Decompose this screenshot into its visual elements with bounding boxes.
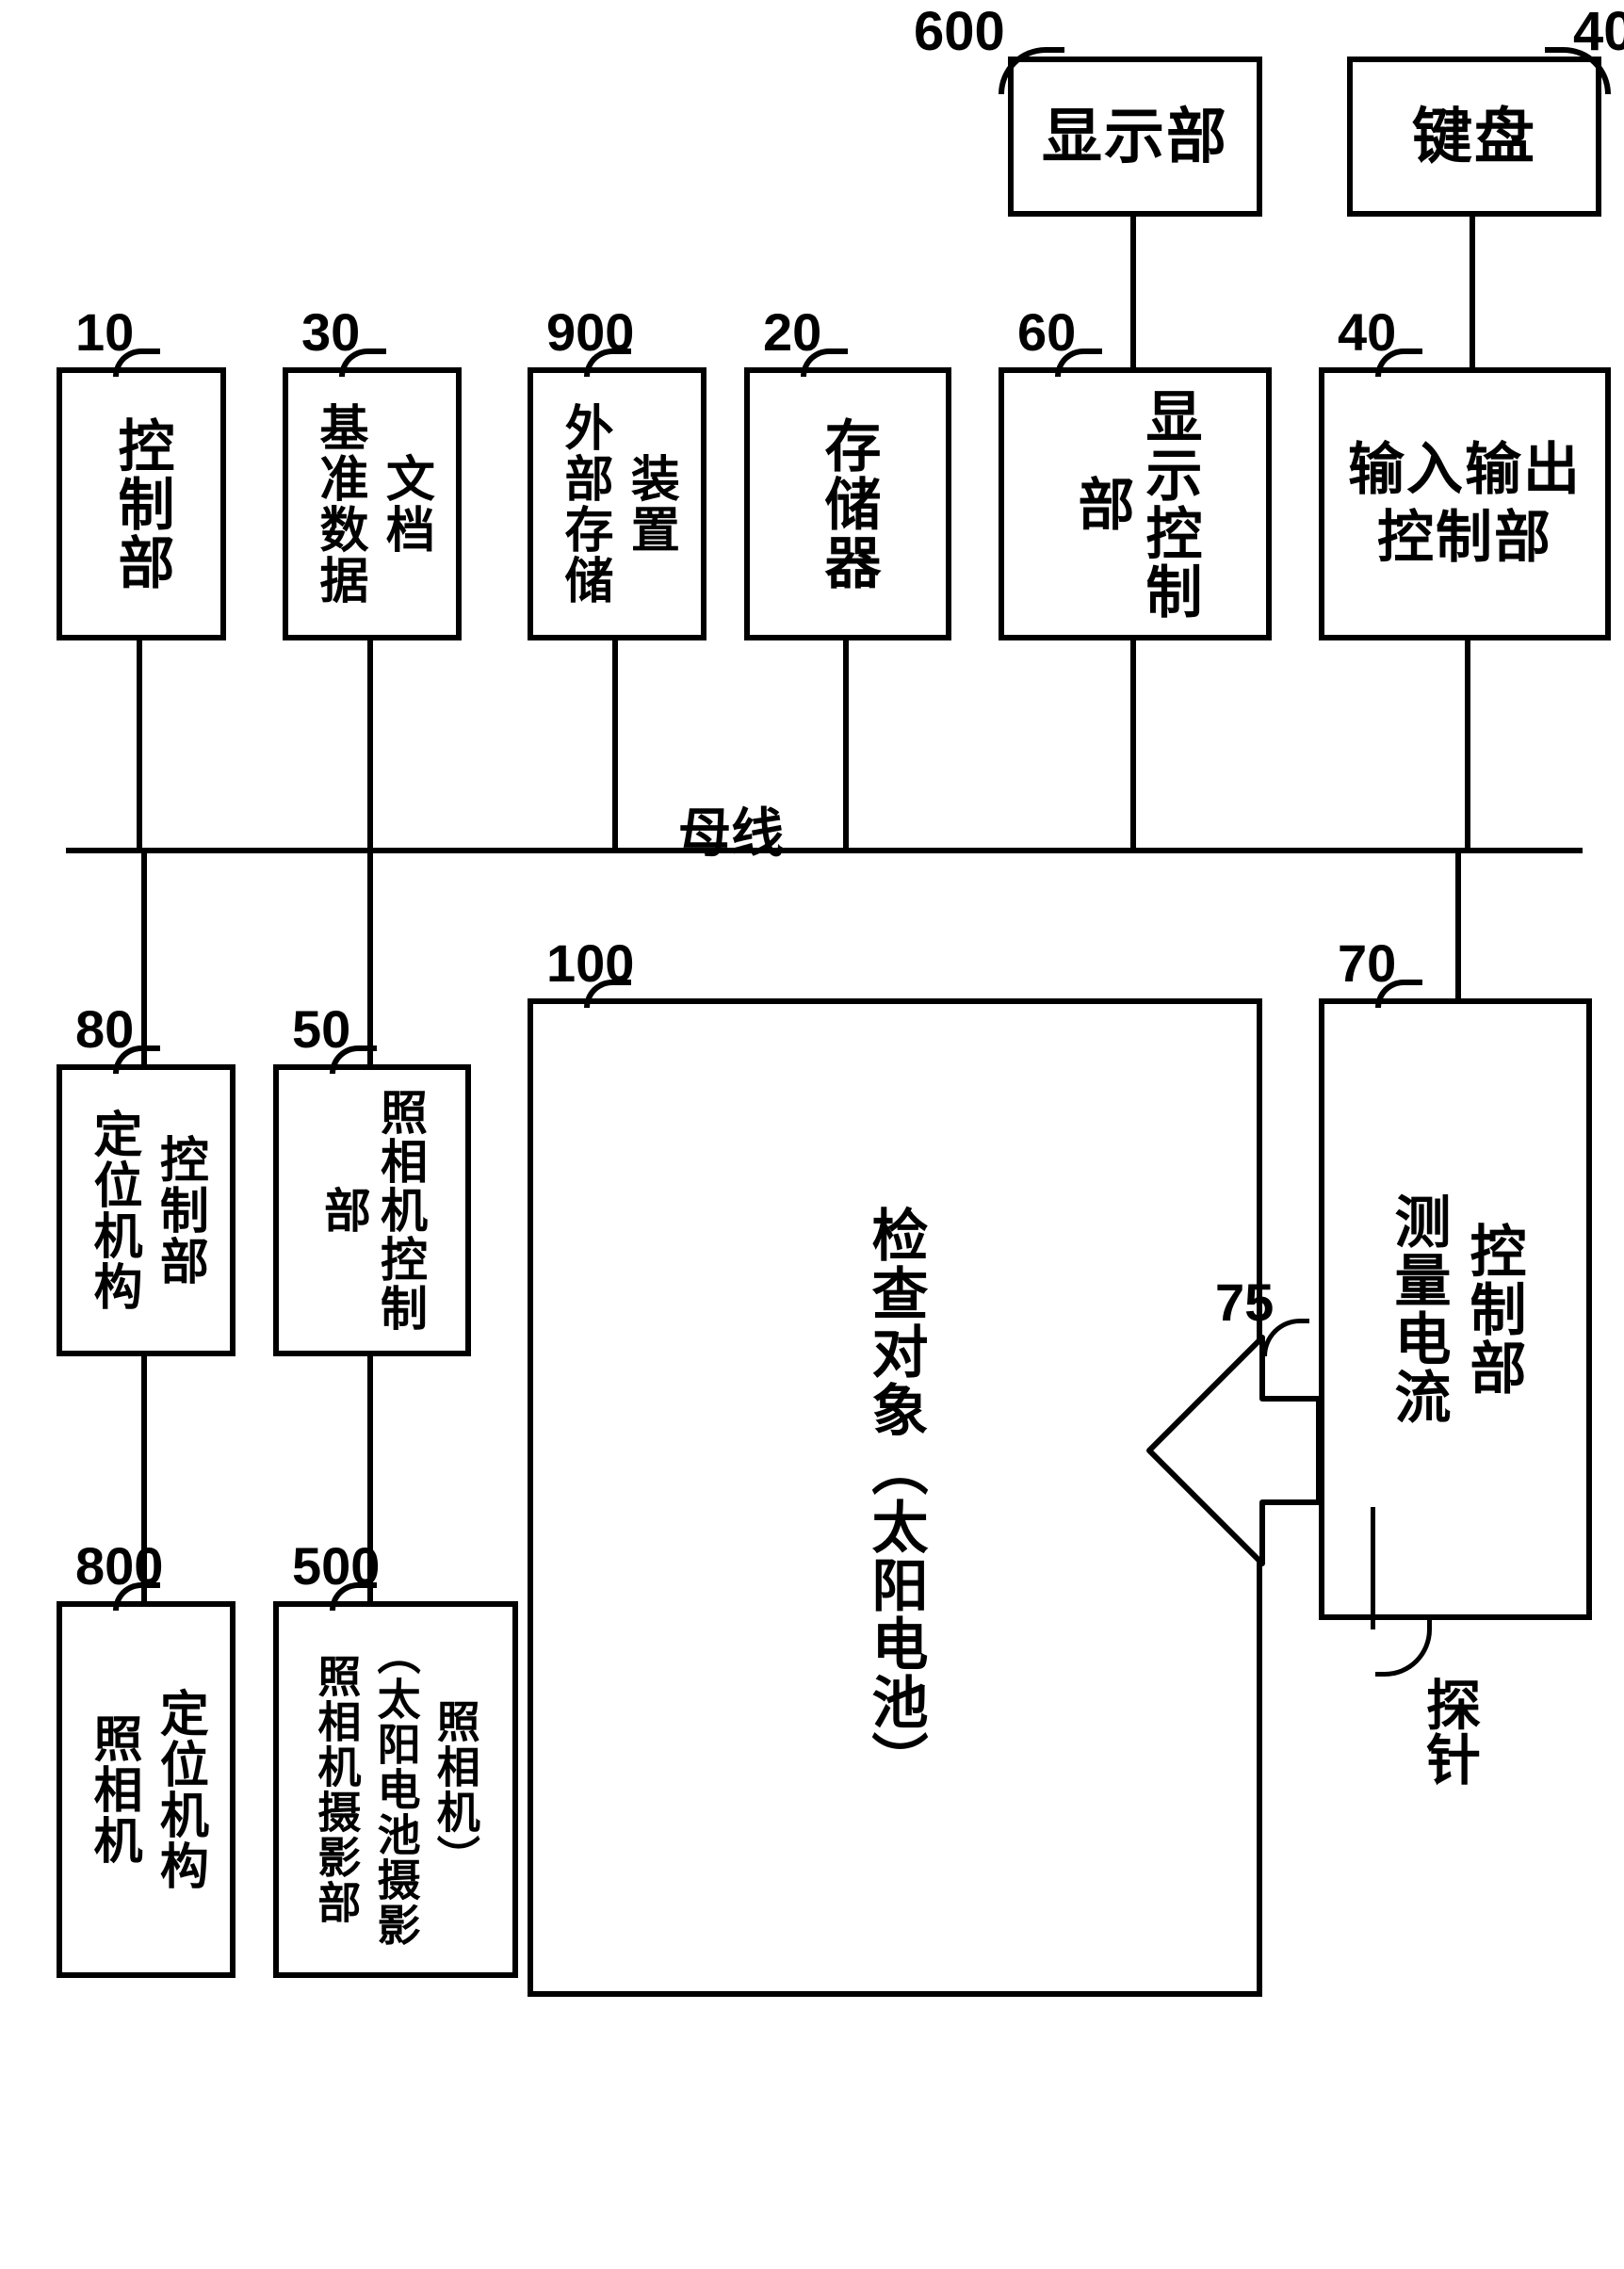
diagram-canvas: 键盘显示部输入输出控制部显示控制部存储器外部存储装置基准数据文档控制部定位机构控… xyxy=(0,0,1624,2269)
ref-num-75: 75 xyxy=(1215,1272,1274,1333)
bus-line xyxy=(66,848,1583,853)
bus-label: 母线 xyxy=(678,791,784,867)
controller-block: 控制部 xyxy=(57,367,226,640)
probe-arrow xyxy=(1130,1262,1507,1639)
camera_photo-block: 照相机摄影部（太阳电池摄影照相机） xyxy=(273,1601,518,1978)
probe-label: 探针 xyxy=(1408,1677,1487,1786)
camera_control-block: 照相机控制部 xyxy=(273,1064,471,1356)
display_control-block: 显示控制部 xyxy=(999,367,1272,640)
ref_file-block: 基准数据文档 xyxy=(283,367,462,640)
ext_storage-block: 外部存储装置 xyxy=(528,367,706,640)
io_control-block: 输入输出控制部 xyxy=(1319,367,1611,640)
pos_control-block: 定位机构控制部 xyxy=(57,1064,235,1356)
ref-num-600: 600 xyxy=(914,0,1005,63)
